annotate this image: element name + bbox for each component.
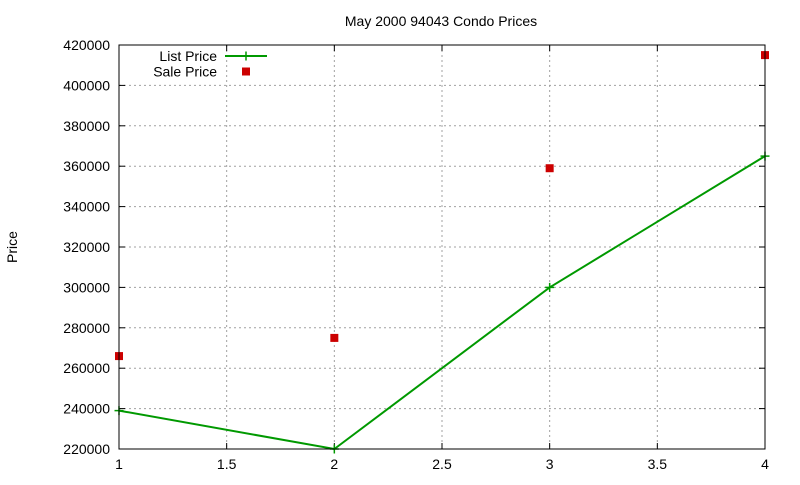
x-tick-label: 3.5	[648, 456, 668, 472]
list-price-line	[118, 155, 766, 451]
plot-frame	[118, 44, 766, 450]
chart-title: May 2000 94043 Condo Prices	[345, 13, 537, 29]
legend-swatch-marker	[241, 51, 251, 61]
y-tick-label: 240000	[63, 401, 110, 417]
x-tick-label: 2	[330, 456, 338, 472]
y-tick-label: 320000	[63, 239, 110, 255]
y-tick-label: 380000	[63, 118, 110, 134]
y-tick-label: 280000	[63, 320, 110, 336]
y-tick-label: 220000	[63, 441, 110, 457]
sale-price-point	[330, 333, 339, 342]
y-tick-label: 260000	[63, 360, 110, 376]
grid-lines	[119, 45, 765, 449]
y-tick-label: 360000	[63, 158, 110, 174]
x-tick-label: 1	[115, 456, 123, 472]
y-tick-label: 400000	[63, 77, 110, 93]
list-price-point	[545, 282, 555, 292]
legend-label: Sale Price	[153, 64, 217, 80]
legend-item-sale-price: Sale Price	[153, 64, 250, 80]
axis-ticks: 2200002400002600002800003000003200003400…	[63, 37, 769, 472]
y-tick-label: 340000	[63, 199, 110, 215]
legend-swatch-marker	[242, 67, 250, 76]
y-tick-label: 300000	[63, 279, 110, 295]
y-axis-label: Price	[4, 231, 20, 263]
y-tick-label: 420000	[63, 37, 110, 53]
sale-price-point	[545, 164, 554, 173]
legend-label: List Price	[159, 48, 217, 64]
x-tick-label: 2.5	[432, 456, 452, 472]
x-tick-label: 3	[546, 456, 554, 472]
x-tick-label: 4	[761, 456, 769, 472]
legend-item-list-price: List Price	[159, 48, 267, 64]
x-tick-label: 1.5	[217, 456, 237, 472]
